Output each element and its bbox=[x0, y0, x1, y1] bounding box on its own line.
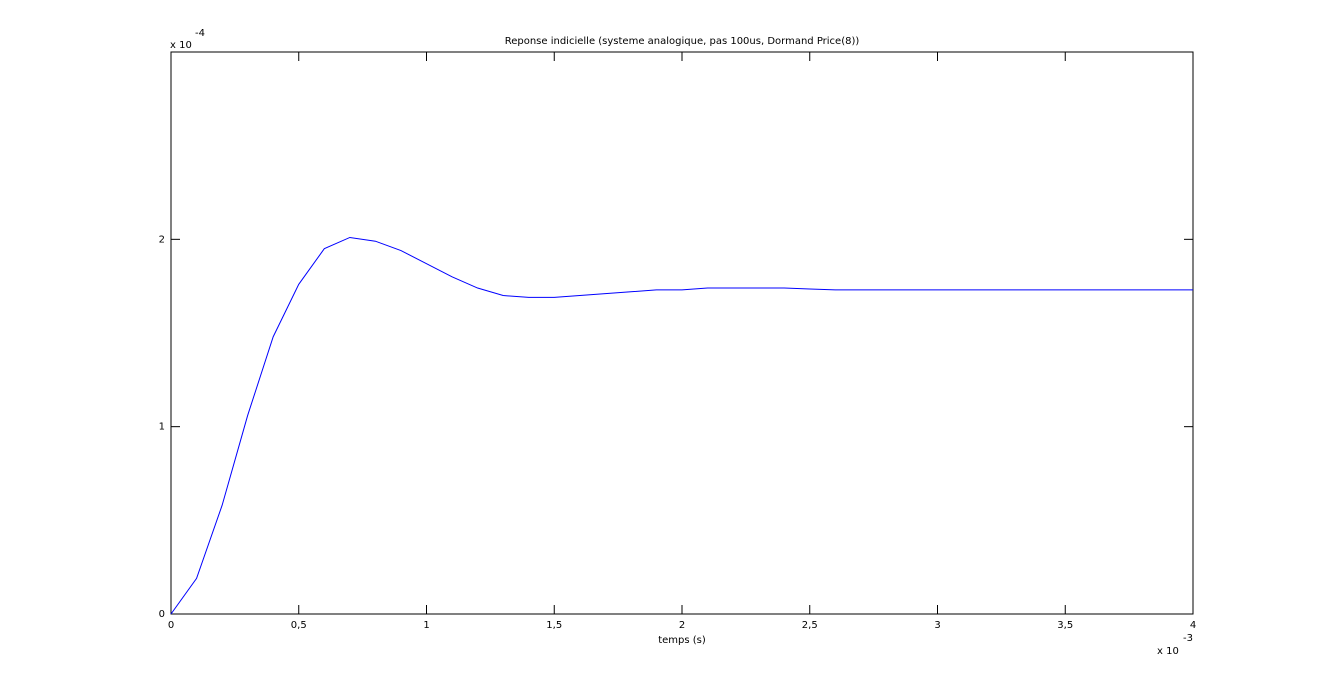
y-multiplier: x 10 bbox=[170, 40, 192, 51]
x-tick-label: 2,5 bbox=[802, 620, 818, 631]
x-exponent: -3 bbox=[1183, 633, 1193, 644]
x-multiplier: x 10 bbox=[1157, 646, 1179, 657]
y-tick-label: 0 bbox=[159, 609, 165, 620]
y-tick-label: 1 bbox=[159, 422, 165, 433]
x-tick-label: 1 bbox=[423, 620, 429, 631]
plot-area bbox=[170, 51, 1194, 615]
x-tick-label: 4 bbox=[1190, 620, 1196, 631]
x-axis-label: temps (s) bbox=[658, 635, 706, 646]
x-tick-label: 0 bbox=[168, 620, 174, 631]
x-tick-label: 1,5 bbox=[546, 620, 562, 631]
chart-title: Reponse indicielle (systeme analogique, … bbox=[505, 36, 860, 47]
y-exponent: -4 bbox=[195, 28, 205, 39]
x-tick-label: 3 bbox=[934, 620, 940, 631]
x-tick-label: 3,5 bbox=[1057, 620, 1073, 631]
x-tick-label: 2 bbox=[679, 620, 685, 631]
x-tick-label: 0,5 bbox=[291, 620, 307, 631]
line-series bbox=[170, 236, 1193, 615]
y-tick-label: 2 bbox=[159, 234, 165, 245]
